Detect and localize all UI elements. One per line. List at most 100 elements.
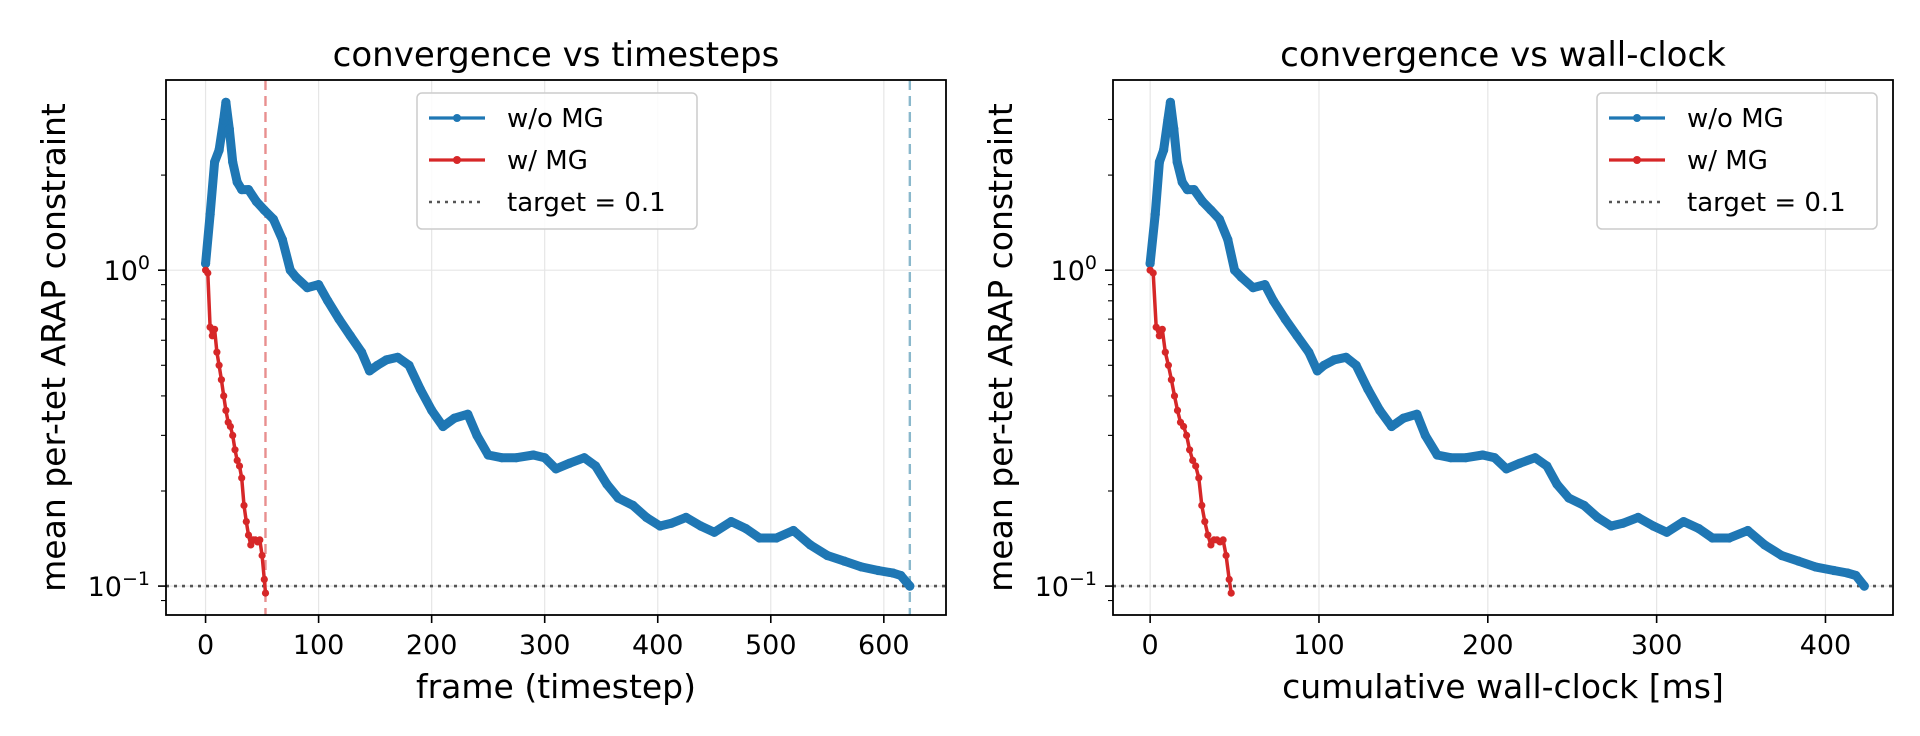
legend-label: w/ MG: [507, 146, 588, 176]
data-point: [256, 536, 264, 544]
data-point: [1564, 493, 1574, 503]
legend-box: [416, 92, 698, 230]
data-point: [873, 565, 883, 576]
data-point: [219, 114, 229, 125]
x-tick-label: 100: [1293, 630, 1345, 661]
data-point: [224, 124, 234, 134]
data-point: [240, 501, 248, 509]
data-point: [1230, 265, 1240, 275]
data-point: [1618, 518, 1628, 528]
data-point: [1169, 124, 1179, 134]
data-point: [1679, 517, 1689, 527]
x-tick-label: 400: [632, 630, 684, 661]
data-point: [1192, 462, 1200, 470]
x-tick-label: 100: [293, 630, 345, 661]
data-point: [204, 269, 212, 277]
data-point: [1351, 360, 1361, 370]
data-point: [1760, 540, 1770, 550]
data-point: [1592, 512, 1603, 523]
data-point: [1542, 461, 1552, 471]
data-point: [1530, 453, 1540, 463]
data-point: [1155, 332, 1163, 340]
data-point: [788, 525, 799, 536]
data-point: [251, 196, 261, 207]
data-point: [1195, 474, 1203, 482]
data-point: [1152, 323, 1160, 331]
data-point: [1859, 581, 1869, 591]
data-point: [214, 145, 224, 155]
data-point: [1198, 501, 1206, 509]
data-point: [404, 360, 414, 370]
data-point: [381, 355, 391, 365]
x-tick-label: 600: [858, 630, 910, 661]
data-point: [314, 280, 324, 290]
data-point: [896, 570, 906, 581]
data-point: [1829, 565, 1839, 576]
data-point: [1304, 347, 1314, 357]
data-point: [540, 453, 550, 463]
data-point: [1189, 456, 1197, 464]
data-point: [1163, 114, 1173, 125]
data-point: [1490, 453, 1500, 463]
data-point: [1164, 361, 1172, 369]
data-point: [1260, 280, 1270, 290]
data-point: [1387, 421, 1397, 432]
data-point: [1180, 422, 1188, 431]
data-point: [201, 258, 211, 269]
x-axis-label: frame (timestep): [416, 667, 696, 706]
data-point: [1579, 500, 1589, 510]
data-point: [1222, 551, 1230, 560]
x-tick-label: 200: [406, 630, 458, 661]
legend-marker: [1633, 156, 1641, 164]
data-point: [905, 581, 915, 591]
data-point: [1149, 269, 1157, 277]
series-with-mg: [202, 266, 270, 597]
data-point: [1223, 235, 1233, 245]
legend-marker: [453, 156, 461, 164]
data-point: [449, 413, 459, 423]
data-point: [1214, 214, 1224, 224]
data-point: [1662, 527, 1672, 537]
legend-label: target = 0.1: [507, 188, 666, 218]
data-point: [1552, 479, 1562, 489]
data-point: [1280, 314, 1290, 324]
legend-marker: [453, 114, 461, 122]
data-point: [1161, 348, 1169, 356]
data-point: [1189, 185, 1199, 195]
legend-label: w/o MG: [1687, 104, 1784, 134]
data-point: [1172, 157, 1182, 167]
data-point: [1183, 431, 1191, 439]
data-point: [259, 205, 269, 215]
x-tick-label: 500: [745, 630, 797, 661]
data-point: [1219, 536, 1227, 544]
data-point: [243, 185, 254, 195]
data-point: [1236, 272, 1246, 282]
y-tick-label: 10−1: [88, 568, 150, 603]
data-point: [427, 405, 437, 415]
legend-box: [1596, 92, 1878, 230]
data-point: [709, 527, 719, 537]
data-point: [741, 524, 751, 534]
data-point: [1461, 453, 1471, 463]
legend-item: target = 0.1: [429, 188, 666, 218]
data-point: [1225, 575, 1233, 584]
chart-title: convergence vs wall-clock: [1280, 35, 1726, 75]
data-point: [839, 556, 849, 566]
data-point: [641, 512, 652, 523]
data-point: [228, 157, 238, 167]
data-point: [1145, 258, 1155, 269]
data-point: [260, 575, 268, 584]
data-point: [1227, 589, 1235, 597]
data-point: [1312, 366, 1322, 376]
data-point: [1268, 296, 1278, 306]
data-point: [1177, 177, 1187, 187]
data-point: [1694, 524, 1704, 534]
data-point: [268, 214, 278, 224]
data-point: [1743, 525, 1753, 536]
plot-frame: [1112, 79, 1894, 616]
data-point: [822, 550, 832, 561]
data-point: [1648, 521, 1658, 531]
data-point: [1319, 360, 1329, 370]
data-point: [1204, 531, 1212, 539]
data-point: [357, 347, 367, 357]
